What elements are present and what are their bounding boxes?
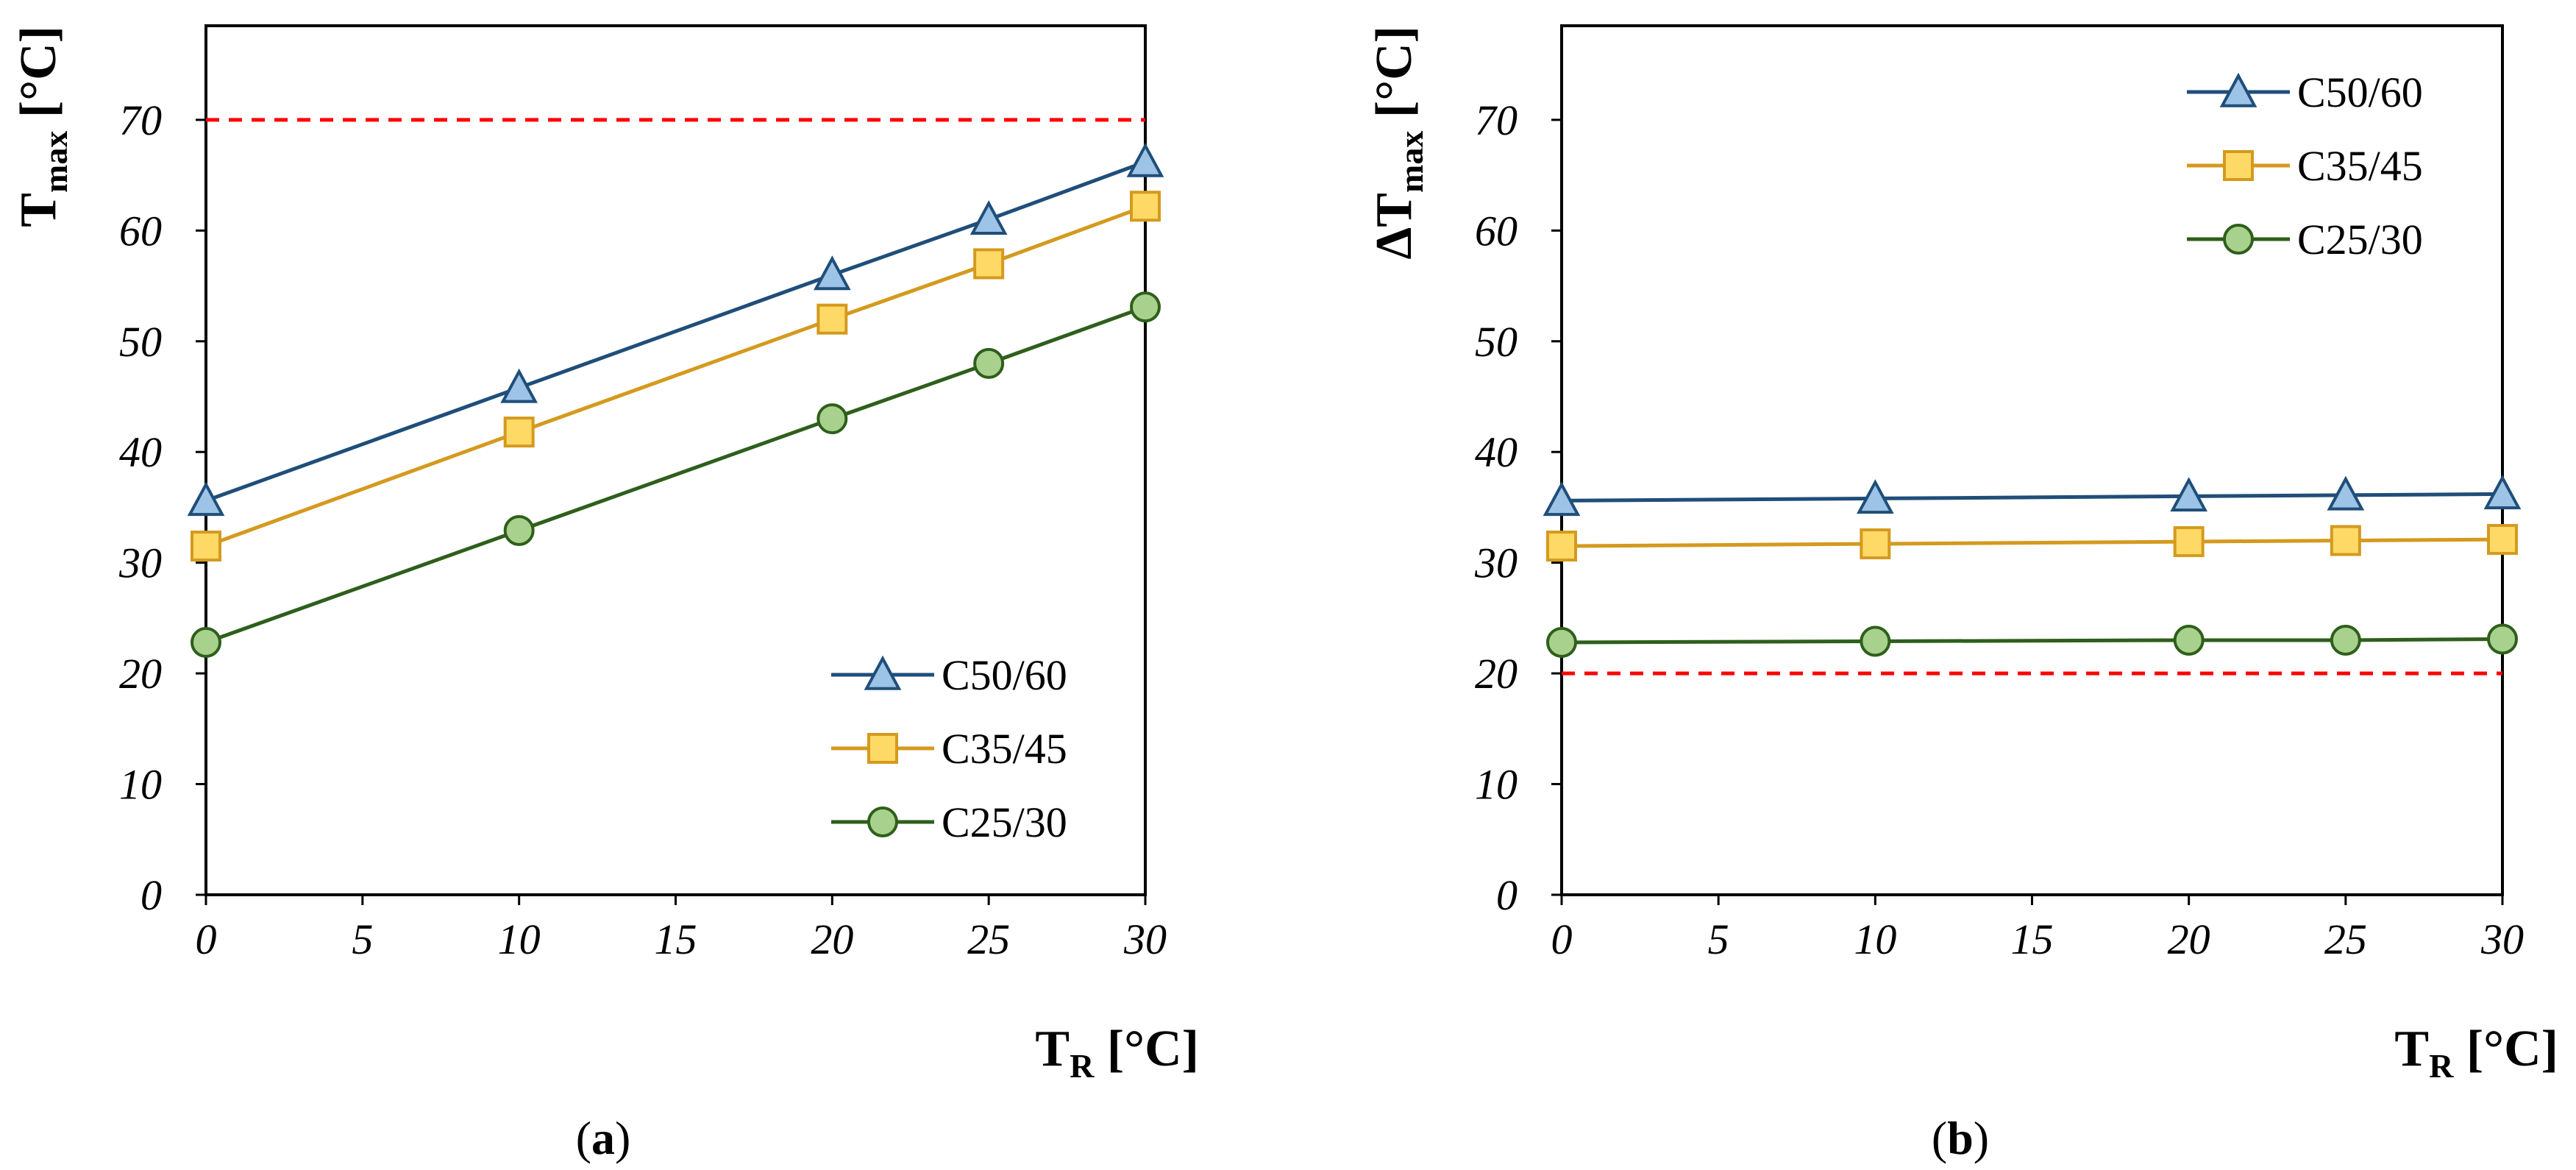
y-tick-label: 20	[1475, 650, 1518, 698]
y-tick-label: 70	[119, 96, 162, 144]
x-tick-label: 5	[1708, 915, 1729, 963]
x-tick-label: 15	[2011, 915, 2054, 963]
y-axis-title: Tmax [°C]	[10, 26, 74, 227]
data-point-C50/60	[2327, 475, 2365, 511]
x-tick-label: 0	[1551, 915, 1573, 963]
legend-label: C25/30	[2297, 216, 2423, 263]
legend-marker	[2219, 72, 2257, 107]
x-tick-label: 15	[655, 915, 697, 963]
x-tick-label: 20	[2168, 915, 2210, 963]
data-point-C35/45	[816, 303, 848, 335]
data-point-C35/45	[1546, 531, 1577, 562]
series-line-C50/60	[205, 160, 1146, 503]
data-point-C35/45	[2330, 525, 2361, 556]
x-tick-label: 30	[1123, 915, 1167, 963]
legend-marker	[2223, 224, 2254, 255]
data-point-C35/45	[2487, 524, 2518, 556]
data-point-C25/30	[973, 347, 1005, 379]
y-tick-label: 40	[1475, 428, 1518, 476]
x-axis-title: TR [°C]	[1035, 1021, 1199, 1085]
y-axis-title: ΔTmax [°C]	[1366, 26, 1430, 260]
x-tick-label: 10	[1854, 915, 1896, 963]
data-point-C25/30	[503, 515, 535, 547]
data-point-C35/45	[2173, 526, 2205, 558]
y-tick-label: 70	[1475, 96, 1518, 144]
data-point-C25/30	[1130, 291, 1161, 323]
series-line-C25/30	[1561, 637, 2503, 645]
data-point-C25/30	[1860, 625, 1891, 657]
panel-label-b: (b)	[1932, 1112, 1989, 1164]
y-tick-label: 10	[1475, 761, 1518, 809]
data-point-C50/60	[187, 481, 225, 517]
data-point-C25/30	[2330, 624, 2361, 656]
data-point-C25/30	[2173, 624, 2205, 656]
chart-panel-a: 0 5 10 15 20 25 30 0 10 20 30 40 50 60 70 C50/60 C35/45 C…	[10, 24, 1199, 1164]
data-point-C25/30	[2487, 623, 2518, 655]
data-point-C25/30	[191, 626, 221, 658]
data-point-C50/60	[1856, 479, 1894, 514]
data-point-C50/60	[813, 255, 851, 291]
data-point-C35/45	[973, 248, 1005, 280]
x-tick-label: 5	[352, 915, 373, 963]
data-point-C50/60	[2170, 477, 2208, 512]
x-tick-label: 10	[498, 915, 541, 963]
series-line-C50/60	[1561, 492, 2503, 503]
data-point-C50/60	[2483, 475, 2522, 510]
legend-label: C35/45	[942, 725, 1067, 773]
legend-label: C50/60	[2297, 68, 2423, 116]
y-tick-label: 0	[140, 871, 162, 919]
y-tick-label: 20	[119, 650, 162, 698]
legend-marker	[867, 806, 898, 837]
series-line-C35/45	[1561, 537, 2503, 548]
y-tick-label: 10	[119, 761, 162, 809]
x-tick-label: 0	[196, 915, 217, 963]
y-tick-label: 50	[119, 318, 162, 366]
y-tick-label: 60	[119, 207, 162, 255]
legend-marker	[2223, 150, 2254, 181]
data-point-C25/30	[816, 403, 848, 435]
y-tick-label: 30	[1474, 539, 1518, 587]
legend-marker	[864, 655, 902, 690]
legend-marker	[867, 733, 898, 764]
y-tick-label: 50	[1475, 318, 1518, 366]
data-point-C35/45	[503, 416, 535, 448]
legend-label: C25/30	[942, 798, 1067, 846]
series-line-C35/45	[205, 204, 1146, 548]
y-tick-label: 60	[1475, 207, 1518, 255]
data-point-C50/60	[969, 200, 1008, 235]
y-tick-label: 30	[118, 539, 162, 587]
y-tick-label: 0	[1496, 871, 1518, 919]
x-axis-title: TR [°C]	[2394, 1021, 2558, 1085]
panel-label-a: (a)	[576, 1112, 631, 1164]
series-line-C25/30	[205, 305, 1146, 645]
data-point-C50/60	[1543, 481, 1581, 517]
data-point-C50/60	[500, 368, 538, 403]
chart-panel-b: 0 5 10 15 20 25 30 0 10 20 30 40 50 60 70 C50/60 C35/45 C…	[1366, 24, 2558, 1164]
data-point-C35/45	[1860, 528, 1891, 560]
x-tick-label: 25	[2324, 915, 2367, 963]
legend-label: C35/45	[2297, 142, 2423, 190]
data-point-C25/30	[1546, 626, 1577, 658]
data-point-C35/45	[1130, 191, 1161, 222]
x-tick-label: 30	[2480, 915, 2524, 963]
legend-label: C50/60	[942, 651, 1067, 699]
data-point-C35/45	[191, 531, 221, 562]
x-tick-label: 20	[811, 915, 853, 963]
data-point-C50/60	[1126, 142, 1164, 177]
y-tick-label: 40	[119, 428, 162, 476]
x-tick-label: 25	[967, 915, 1010, 963]
